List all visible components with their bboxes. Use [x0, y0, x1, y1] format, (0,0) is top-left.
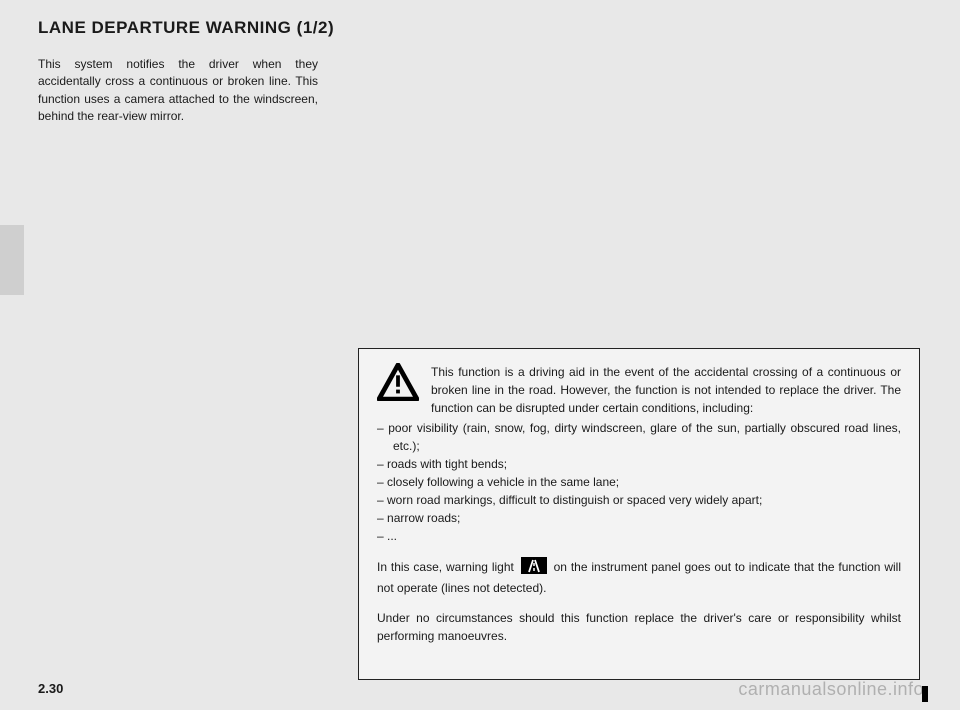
- corner-mark: [922, 686, 928, 702]
- warning-head-text: This function is a driving aid in the ev…: [431, 363, 901, 417]
- warning-item: worn road markings, difficult to disting…: [377, 491, 901, 509]
- intro-text: This system notifies the driver when the…: [38, 56, 318, 126]
- intro-body: This system notifies the driver when the…: [38, 57, 318, 123]
- warning-box: This function is a driving aid in the ev…: [358, 348, 920, 680]
- warning-item: poor visibility (rain, snow, fog, dirty …: [377, 419, 901, 455]
- page-title: LANE DEPARTURE WARNING (1/2): [38, 18, 922, 38]
- title-suffix: (1/2): [297, 18, 334, 37]
- lane-departure-icon: [521, 557, 547, 579]
- warning-triangle-icon: [377, 363, 419, 406]
- warning-footer: Under no circumstances should this funct…: [377, 609, 901, 645]
- warning-item: narrow roads;: [377, 509, 901, 527]
- warning-list: poor visibility (rain, snow, fog, dirty …: [377, 419, 901, 545]
- title-main: LANE DEPARTURE WARNING: [38, 18, 291, 37]
- warning-item: roads with tight bends;: [377, 455, 901, 473]
- warning-item: ...: [377, 527, 901, 545]
- page-number: 2.30: [38, 681, 63, 696]
- manual-page: LANE DEPARTURE WARNING (1/2) This system…: [0, 0, 960, 710]
- warning-paragraph: In this case, warning light on the instr…: [377, 557, 901, 597]
- warning-header: This function is a driving aid in the ev…: [377, 363, 901, 417]
- warning-para-before: In this case, warning light: [377, 560, 514, 574]
- watermark: carmanualsonline.info: [738, 679, 924, 700]
- warning-item: closely following a vehicle in the same …: [377, 473, 901, 491]
- side-tab: [0, 225, 24, 295]
